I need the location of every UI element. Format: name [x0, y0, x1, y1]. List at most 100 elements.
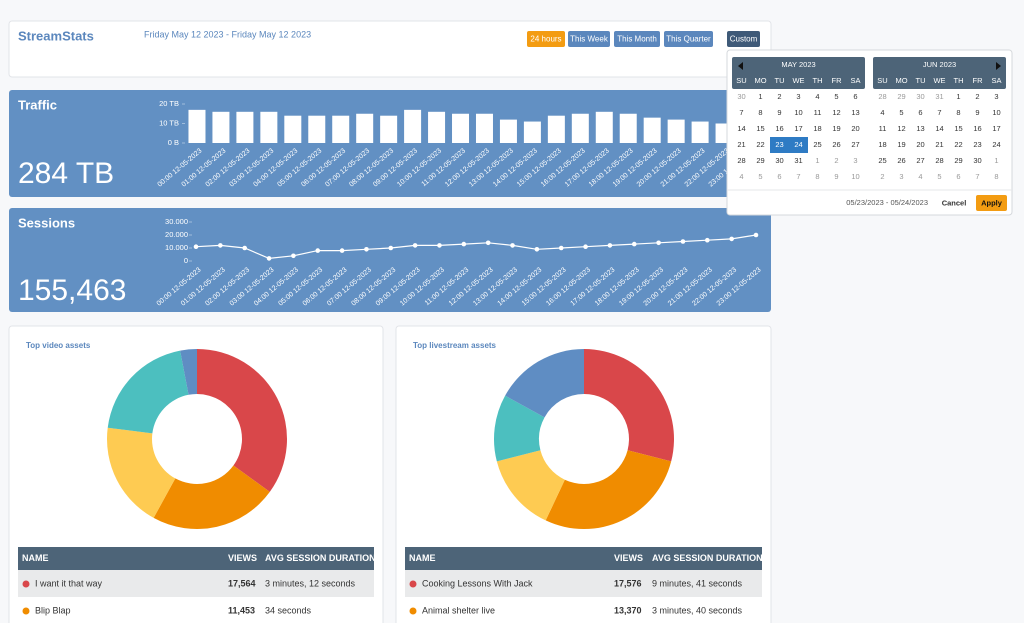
day[interactable]: 17	[992, 124, 1000, 133]
day[interactable]: 30	[916, 92, 924, 101]
day[interactable]: 3	[853, 156, 857, 165]
day[interactable]: 19	[897, 140, 905, 149]
day[interactable]: 2	[834, 156, 838, 165]
table-row[interactable]	[405, 597, 762, 623]
day[interactable]: 5	[758, 172, 762, 181]
day[interactable]: 2	[975, 92, 979, 101]
day[interactable]: 28	[878, 92, 886, 101]
point	[364, 247, 369, 252]
table-row[interactable]	[405, 570, 762, 597]
day[interactable]: 24	[794, 140, 802, 149]
day[interactable]: 14	[737, 124, 745, 133]
day[interactable]: 7	[937, 108, 941, 117]
day[interactable]: 5	[834, 92, 838, 101]
day[interactable]: 5	[899, 108, 903, 117]
day[interactable]: 26	[832, 140, 840, 149]
day[interactable]: 26	[897, 156, 905, 165]
day[interactable]: 12	[832, 108, 840, 117]
day[interactable]: 2	[777, 92, 781, 101]
day[interactable]: 6	[918, 108, 922, 117]
day[interactable]: 18	[813, 124, 821, 133]
range-button[interactable]	[614, 31, 660, 47]
day[interactable]: 14	[935, 124, 943, 133]
day[interactable]: 31	[935, 92, 943, 101]
apply-button[interactable]	[976, 195, 1007, 211]
day[interactable]: 21	[935, 140, 943, 149]
day[interactable]: 16	[775, 124, 783, 133]
day[interactable]: 30	[775, 156, 783, 165]
day[interactable]: 6	[956, 172, 960, 181]
day[interactable]: 15	[954, 124, 962, 133]
day[interactable]: 13	[851, 108, 859, 117]
day[interactable]: 19	[832, 124, 840, 133]
range-button[interactable]	[727, 31, 760, 47]
day[interactable]: 13	[916, 124, 924, 133]
day[interactable]: 22	[954, 140, 962, 149]
day[interactable]: 3	[899, 172, 903, 181]
range-button[interactable]	[568, 31, 610, 47]
day[interactable]: 8	[758, 108, 762, 117]
day[interactable]: 29	[756, 156, 764, 165]
cancel-button[interactable]	[936, 195, 972, 211]
day[interactable]: 29	[954, 156, 962, 165]
selected-day[interactable]	[770, 137, 789, 153]
next-arrow[interactable]	[996, 62, 1001, 70]
day[interactable]: 20	[851, 124, 859, 133]
day[interactable]: 30	[737, 92, 745, 101]
day[interactable]: 11	[879, 124, 887, 133]
day[interactable]: 4	[815, 92, 819, 101]
day[interactable]: 10	[794, 108, 802, 117]
day[interactable]: 30	[973, 156, 981, 165]
day[interactable]: 21	[737, 140, 745, 149]
day[interactable]: 9	[975, 108, 979, 117]
day[interactable]: 9	[777, 108, 781, 117]
day[interactable]: 29	[897, 92, 905, 101]
table-row[interactable]	[18, 597, 374, 623]
day[interactable]: 10	[851, 172, 859, 181]
selected-day[interactable]	[789, 137, 808, 153]
range-button[interactable]	[527, 31, 565, 47]
day[interactable]: 7	[796, 172, 800, 181]
day[interactable]: 8	[994, 172, 998, 181]
day[interactable]: 11	[814, 108, 822, 117]
day[interactable]: 27	[916, 156, 924, 165]
day[interactable]: 8	[956, 108, 960, 117]
day[interactable]: 1	[758, 92, 762, 101]
day[interactable]: 4	[880, 108, 884, 117]
day[interactable]: 1	[994, 156, 998, 165]
day[interactable]: 15	[756, 124, 764, 133]
day[interactable]: 10	[992, 108, 1000, 117]
day[interactable]: 17	[794, 124, 802, 133]
day[interactable]: 8	[815, 172, 819, 181]
day[interactable]: 25	[878, 156, 886, 165]
day[interactable]: 5	[937, 172, 941, 181]
day[interactable]: 27	[851, 140, 859, 149]
table-row[interactable]	[18, 570, 374, 597]
day[interactable]: 6	[853, 92, 857, 101]
day[interactable]: 23	[973, 140, 981, 149]
day[interactable]: 3	[994, 92, 998, 101]
day[interactable]: 1	[815, 156, 819, 165]
day[interactable]: 28	[737, 156, 745, 165]
day[interactable]: 22	[756, 140, 764, 149]
day[interactable]: 4	[739, 172, 743, 181]
day[interactable]: 23	[775, 140, 783, 149]
day[interactable]: 9	[834, 172, 838, 181]
day[interactable]: 3	[796, 92, 800, 101]
day[interactable]: 6	[777, 172, 781, 181]
range-button[interactable]	[664, 31, 713, 47]
day[interactable]: 7	[975, 172, 979, 181]
day[interactable]: 18	[878, 140, 886, 149]
day[interactable]: 28	[935, 156, 943, 165]
day[interactable]: 12	[897, 124, 905, 133]
prev-arrow[interactable]	[738, 62, 743, 70]
day[interactable]: 2	[880, 172, 884, 181]
day[interactable]: 25	[813, 140, 821, 149]
day[interactable]: 7	[739, 108, 743, 117]
day[interactable]: 4	[918, 172, 922, 181]
day[interactable]: 16	[973, 124, 981, 133]
day[interactable]: 1	[956, 92, 960, 101]
day[interactable]: 31	[794, 156, 802, 165]
day[interactable]: 20	[916, 140, 924, 149]
day[interactable]: 24	[992, 140, 1000, 149]
